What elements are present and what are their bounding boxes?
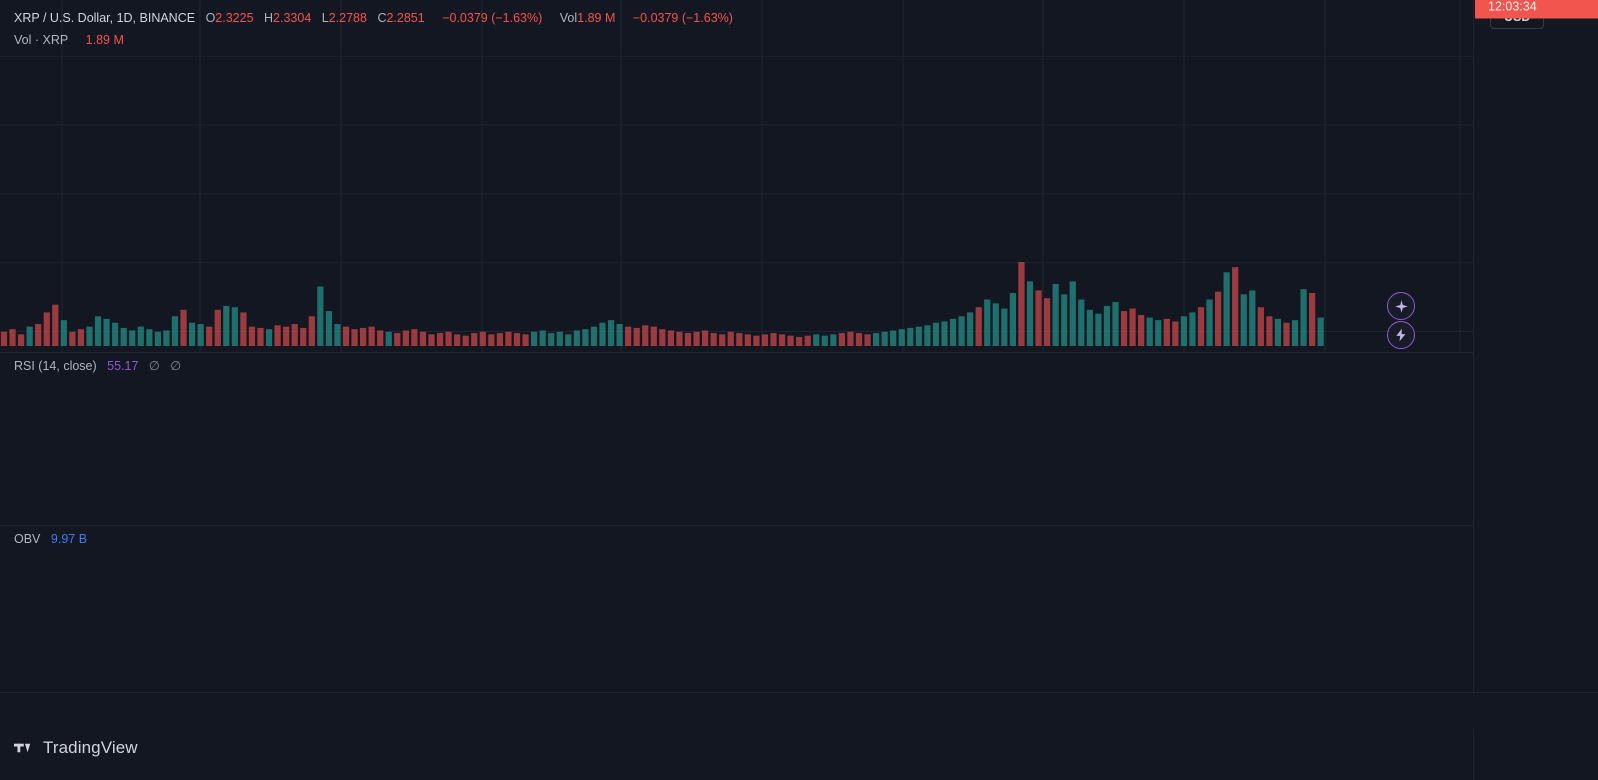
footer-bar: TradingView xyxy=(0,728,1598,780)
open-value: 2.3225 xyxy=(215,11,254,25)
main-series-legend[interactable]: XRP / U.S. Dollar, 1D, BINANCE O2.3225 H… xyxy=(14,10,733,26)
volume-change: −0.0379 (−1.63%) xyxy=(632,11,733,25)
high-value: 2.3304 xyxy=(273,11,312,25)
rsi-ma1-value: ∅ xyxy=(148,359,160,373)
lightning-bolt-icon xyxy=(1396,328,1406,342)
symbol-title[interactable]: XRP / U.S. Dollar, 1D, BINANCE xyxy=(14,11,196,25)
current-price-tag: 2.2851 12:03:34 xyxy=(1475,0,1598,19)
rsi-legend-title: RSI (14, close) xyxy=(14,359,97,373)
right-price-axis[interactable]: USD 2.2851 12:03:34 xyxy=(1473,0,1598,780)
volume-legend-title: Vol · XRP xyxy=(14,33,69,47)
rsi-chart-canvas xyxy=(0,353,1474,525)
bar-countdown: 12:03:34 xyxy=(1488,0,1537,14)
open-label: O xyxy=(205,11,216,25)
rsi-ma2-value: ∅ xyxy=(170,359,182,373)
ai-assistant-button[interactable] xyxy=(1387,292,1415,320)
tradingview-mark-icon xyxy=(14,743,31,753)
obv-legend-title: OBV xyxy=(14,532,41,546)
obv-legend-value: 9.97 B xyxy=(50,532,88,546)
bottom-time-axis[interactable] xyxy=(0,692,1598,729)
volume-legend-value: 1.89 M xyxy=(85,33,124,47)
close-value: 2.2851 xyxy=(386,11,425,25)
create-alert-button[interactable] xyxy=(1387,321,1415,349)
low-value: 2.2788 xyxy=(328,11,367,25)
price-chart-canvas xyxy=(0,0,1474,352)
sparkle-icon xyxy=(1394,299,1408,313)
volume-value: 1.89 M xyxy=(577,11,616,25)
tradingview-wordmark: TradingView xyxy=(43,738,138,757)
high-label: H xyxy=(264,11,274,25)
volume-label: Vol xyxy=(559,11,578,25)
pane-separator-2 xyxy=(0,525,1598,526)
rsi-pane[interactable] xyxy=(0,353,1474,525)
price-change: −0.0379 (−1.63%) xyxy=(442,11,543,25)
price-pane[interactable] xyxy=(0,0,1474,352)
close-label: C xyxy=(377,11,387,25)
obv-chart-canvas xyxy=(0,526,1474,691)
pane-separator-1 xyxy=(0,352,1598,353)
rsi-indicator-legend[interactable]: RSI (14, close) 55.17 ∅ ∅ xyxy=(14,358,181,374)
tradingview-logo[interactable]: TradingView xyxy=(14,738,138,758)
low-label: L xyxy=(321,11,329,25)
volume-indicator-legend[interactable]: Vol · XRP 1.89 M xyxy=(14,32,124,48)
obv-pane[interactable] xyxy=(0,526,1474,691)
obv-indicator-legend[interactable]: OBV 9.97 B xyxy=(14,531,87,547)
rsi-legend-value: 55.17 xyxy=(107,359,139,373)
